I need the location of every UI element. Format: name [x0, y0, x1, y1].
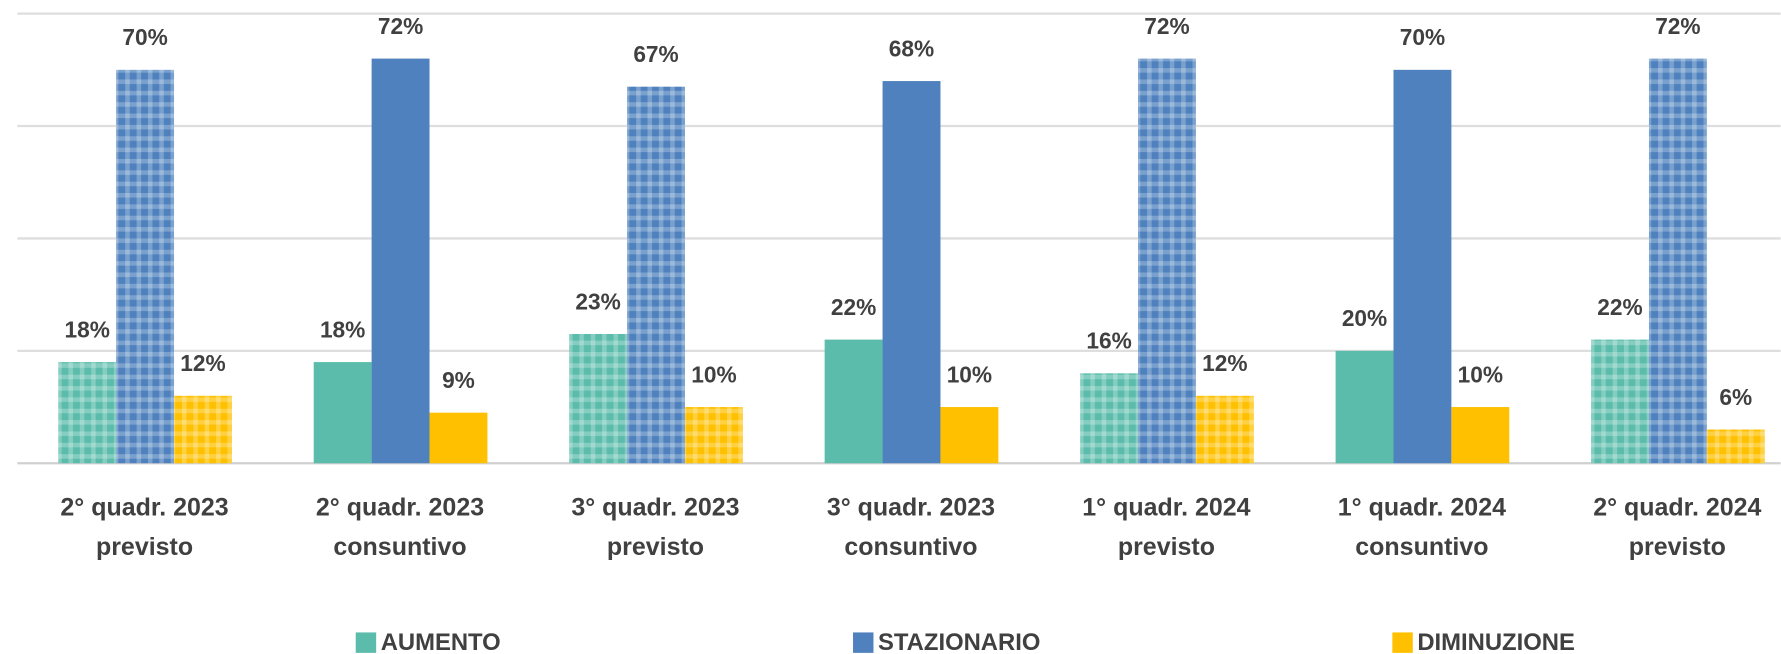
bar — [1335, 350, 1394, 464]
data-label: 23% — [575, 288, 620, 314]
x-tick-label: 1° quadr. 2024 — [1338, 493, 1506, 521]
bar — [940, 407, 999, 464]
bar — [1706, 429, 1765, 464]
bar — [1648, 58, 1707, 464]
data-label: 70% — [122, 24, 167, 50]
bar — [429, 412, 488, 464]
data-label: 72% — [378, 13, 423, 39]
x-tick-label: previsto — [1118, 533, 1215, 561]
data-label: 67% — [633, 41, 678, 67]
data-label: 12% — [1202, 350, 1247, 376]
data-label: 72% — [1144, 13, 1189, 39]
bar — [824, 339, 883, 464]
bar — [313, 362, 372, 464]
data-label: 22% — [1597, 294, 1642, 320]
data-label: 12% — [180, 350, 225, 376]
bar — [1195, 395, 1254, 464]
data-label: 10% — [1458, 361, 1503, 387]
x-tick-label: 2° quadr. 2023 — [60, 493, 228, 521]
bar — [116, 69, 175, 464]
bar — [174, 395, 232, 464]
bar — [58, 362, 117, 464]
bar — [1138, 58, 1196, 464]
x-tick-label: previsto — [96, 533, 193, 561]
legend-label: STAZIONARIO — [878, 629, 1040, 654]
bar — [569, 333, 628, 464]
legend-label: DIMINUZIONE — [1417, 629, 1575, 654]
x-tick-label: 2° quadr. 2023 — [316, 493, 484, 521]
bar — [882, 81, 941, 464]
data-label: 10% — [947, 361, 992, 387]
data-label: 72% — [1655, 13, 1700, 39]
data-label: 18% — [64, 316, 109, 342]
data-label: 20% — [1342, 305, 1387, 331]
legend-swatch — [355, 632, 377, 653]
bar — [627, 86, 685, 464]
bar — [1591, 339, 1649, 464]
data-label: 9% — [442, 367, 475, 393]
x-tick-label: 3° quadr. 2023 — [827, 493, 995, 521]
bar — [371, 58, 430, 464]
data-label: 10% — [691, 361, 736, 387]
bar — [684, 407, 743, 464]
data-label: 70% — [1400, 24, 1445, 50]
x-tick-label: previsto — [607, 533, 704, 561]
bar — [1393, 69, 1452, 464]
legend-swatch — [1392, 632, 1413, 653]
data-label: 68% — [889, 35, 934, 61]
bar — [1451, 407, 1510, 464]
data-label: 6% — [1719, 384, 1752, 410]
bar — [1080, 373, 1139, 464]
legend-swatch — [853, 632, 874, 653]
data-label: 16% — [1086, 328, 1131, 354]
data-label: 18% — [320, 316, 365, 342]
data-label: 22% — [831, 294, 876, 320]
x-tick-label: previsto — [1629, 533, 1726, 561]
x-tick-label: 2° quadr. 2024 — [1593, 493, 1761, 521]
x-tick-label: consuntivo — [1355, 533, 1488, 561]
x-tick-label: consuntivo — [844, 533, 977, 561]
x-tick-label: 3° quadr. 2023 — [571, 493, 739, 521]
x-tick-label: 1° quadr. 2024 — [1082, 493, 1250, 521]
x-tick-label: consuntivo — [333, 533, 466, 561]
legend-label: AUMENTO — [381, 629, 501, 654]
